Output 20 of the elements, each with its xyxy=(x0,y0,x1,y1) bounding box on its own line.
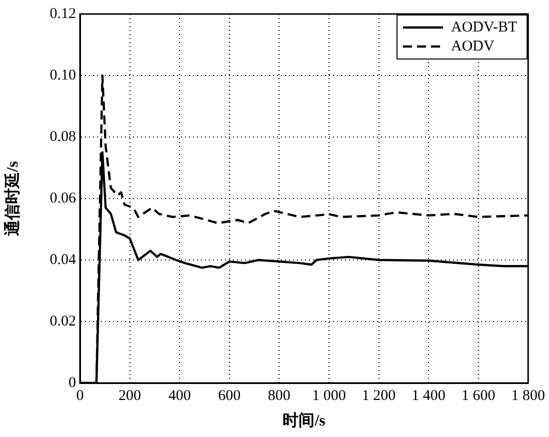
x-axis-title: 时间/s xyxy=(282,412,326,430)
x-tick-label: 1 800 xyxy=(511,388,545,404)
y-tick-label: 0.04 xyxy=(50,252,76,268)
legend-label: AODV xyxy=(451,38,495,54)
y-tick-label: 0.06 xyxy=(50,190,76,206)
x-tick-label: 800 xyxy=(268,388,290,404)
x-tick-label: 1 000 xyxy=(312,388,346,404)
y-tick-label: 0.02 xyxy=(50,313,76,330)
x-tick-label: 600 xyxy=(218,388,241,404)
legend-label: AODV-BT xyxy=(451,19,518,36)
x-tick-label: 200 xyxy=(118,388,142,404)
y-tick-label: 0.12 xyxy=(50,6,76,22)
x-tick-label: 400 xyxy=(168,388,191,404)
x-tick-label: 1 200 xyxy=(362,388,396,404)
x-tick-label: 1 600 xyxy=(461,388,496,404)
y-axis-title: 通信时延/s xyxy=(4,161,22,237)
x-tick-label: 1 400 xyxy=(412,388,446,404)
y-tick-label: 0.10 xyxy=(50,67,76,84)
y-tick-label: 0.08 xyxy=(50,128,76,145)
y-tick-label: 0 xyxy=(68,374,76,391)
